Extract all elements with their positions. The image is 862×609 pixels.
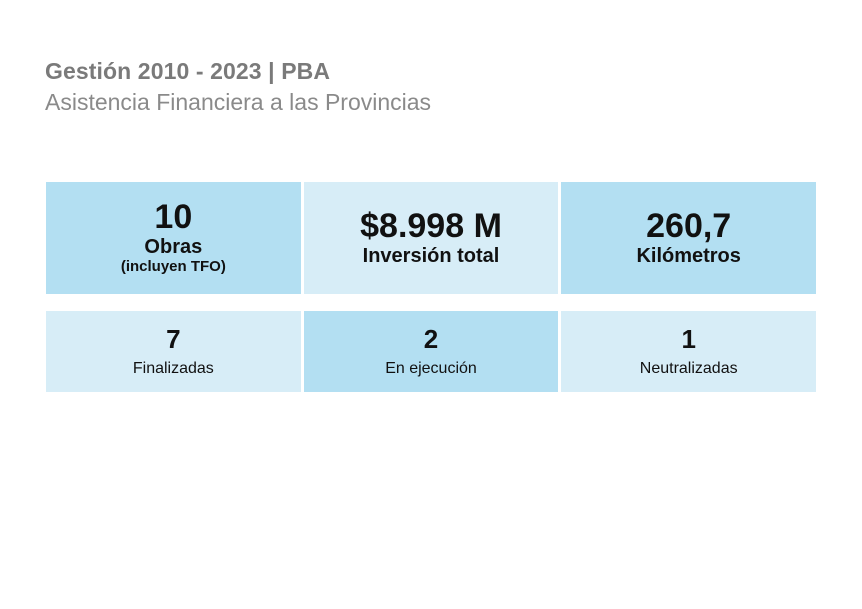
summary-note: (incluyen TFO) — [120, 258, 226, 275]
summary-label: Obras — [144, 236, 203, 258]
status-value: 7 — [166, 323, 181, 354]
page-subtitle: Asistencia Financiera a las Provincias — [45, 89, 432, 115]
status-card-finalizadas: 7 Finalizadas — [46, 311, 301, 392]
summary-label: Inversión total — [362, 245, 500, 267]
status-row: 7 Finalizadas 2 En ejecución 1 Neutraliz… — [46, 311, 817, 392]
summary-value: 260,7 — [646, 207, 732, 245]
summary-row: 10 Obras (incluyen TFO) $8.998 M Inversi… — [46, 182, 817, 294]
summary-card-kilometros: 260,7 Kilómetros — [561, 182, 817, 294]
summary-value: 10 — [154, 198, 193, 236]
header: Gestión 2010 - 2023 | PBA Asistencia Fin… — [45, 56, 431, 117]
status-card-en-ejecucion: 2 En ejecución — [303, 311, 559, 392]
summary-value: $8.998 M — [360, 207, 502, 245]
page-title: Gestión 2010 - 2023 | PBA — [45, 58, 331, 84]
status-card-neutralizadas: 1 Neutralizadas — [561, 311, 817, 392]
summary-card-inversion: $8.998 M Inversión total — [303, 182, 559, 294]
status-label: En ejecución — [385, 359, 477, 377]
summary-label: Kilómetros — [636, 245, 741, 267]
status-value: 2 — [423, 323, 439, 354]
status-label: Finalizadas — [132, 359, 214, 377]
status-value: 1 — [681, 323, 696, 354]
status-label: Neutralizadas — [639, 359, 738, 377]
summary-card-obras: 10 Obras (incluyen TFO) — [46, 182, 301, 294]
